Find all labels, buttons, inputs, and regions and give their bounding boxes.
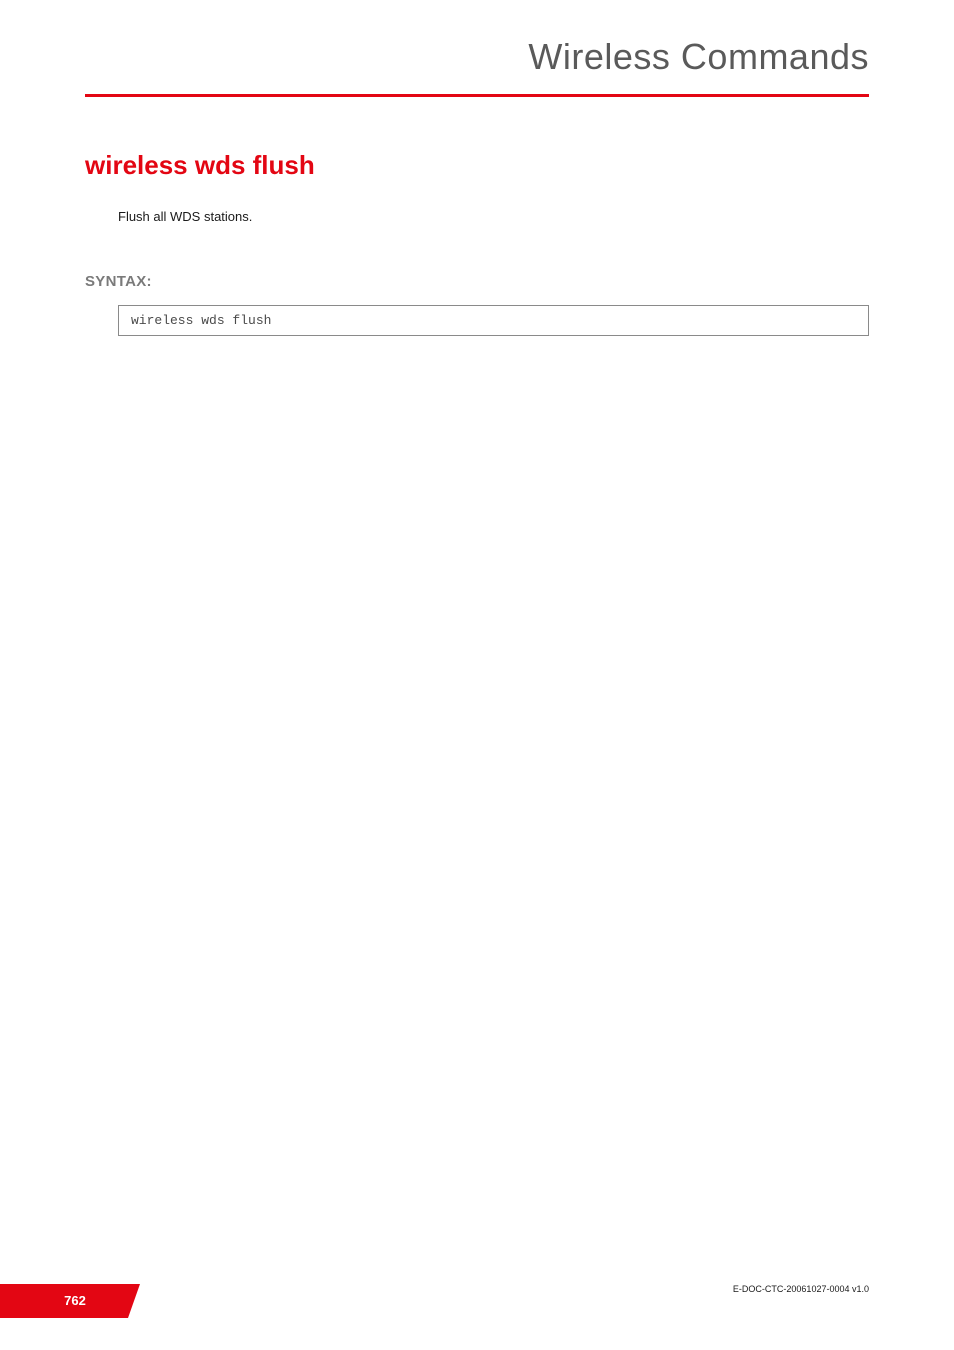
- footer-doc-id: E-DOC-CTC-20061027-0004 v1.0: [733, 1284, 869, 1294]
- syntax-heading: SYNTAX:: [85, 273, 152, 290]
- document-page: Wireless Commands wireless wds flush Flu…: [0, 0, 954, 1350]
- chapter-title: Wireless Commands: [528, 36, 869, 78]
- command-title: wireless wds flush: [85, 150, 315, 181]
- command-description: Flush all WDS stations.: [118, 209, 252, 224]
- header-divider: [85, 94, 869, 97]
- syntax-code-block: wireless wds flush: [118, 305, 869, 336]
- page-number: 762: [0, 1284, 128, 1318]
- footer-tab-triangle: [128, 1284, 140, 1318]
- footer-page-tab: 762: [0, 1284, 140, 1318]
